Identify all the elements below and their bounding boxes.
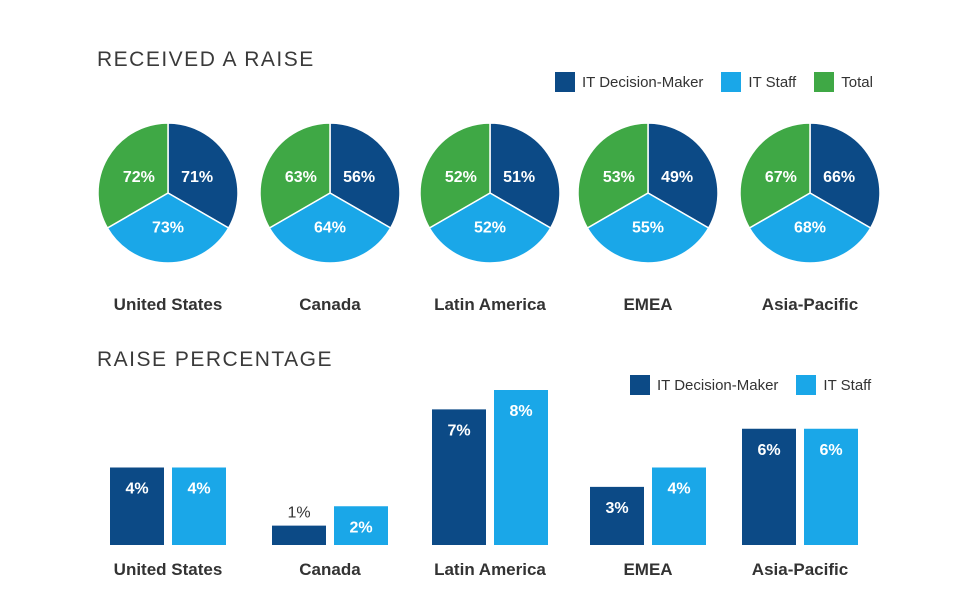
- pie-label-staff: 73%: [152, 220, 184, 237]
- pie-label-staff: 55%: [632, 220, 664, 237]
- bar-decision-maker: [432, 409, 486, 545]
- pie-slice-staff: [106, 192, 230, 264]
- pie-label-staff: 64%: [314, 220, 346, 237]
- pie-label-decision-maker: 49%: [661, 169, 693, 186]
- pie-label-staff: 52%: [474, 220, 506, 237]
- pie-slice-staff: [748, 192, 872, 264]
- pie-slice-total: [97, 122, 169, 230]
- pie-slice-decision-maker: [489, 122, 561, 230]
- bar-region-label: Canada: [299, 560, 361, 579]
- bar-decision-maker: [742, 428, 796, 545]
- pie-slice-staff: [268, 192, 392, 264]
- bar-legend: IT Decision-Maker IT Staff: [630, 375, 871, 395]
- pie-region-label: United States: [114, 295, 223, 314]
- pie-label-decision-maker: 71%: [181, 169, 213, 186]
- pie-legend: IT Decision-Maker IT Staff Total: [555, 72, 873, 92]
- bar-region-label: EMEA: [623, 560, 672, 579]
- pie-region-label: Asia-Pacific: [762, 295, 858, 314]
- bar-label-decision-maker: 1%: [287, 505, 310, 522]
- legend-swatch-staff: [796, 375, 817, 395]
- pie-label-total: 53%: [603, 169, 635, 186]
- legend-label-staff: IT Staff: [748, 73, 797, 91]
- pie-label-total: 67%: [765, 169, 797, 186]
- pie-latin-america: [419, 122, 561, 264]
- pie-slice-staff: [428, 192, 552, 264]
- legend-item-total: Total: [814, 72, 873, 92]
- legend-label-total: Total: [841, 73, 873, 91]
- pie-label-decision-maker: 56%: [343, 169, 375, 186]
- bar-decision-maker: [272, 525, 326, 545]
- pie-region-label: Canada: [299, 295, 361, 314]
- legend-item-decision-maker: IT Decision-Maker: [555, 72, 703, 92]
- legend-label-staff: IT Staff: [823, 376, 872, 394]
- bar-label-decision-maker: 3%: [605, 500, 628, 517]
- received-raise-title: RECEIVED A RAISE: [97, 48, 315, 71]
- legend-swatch-total: [814, 72, 835, 92]
- bar-label-staff: 6%: [819, 442, 842, 459]
- bar-label-decision-maker: 7%: [447, 422, 470, 439]
- bar-staff: [652, 467, 706, 545]
- pie-label-total: 52%: [445, 169, 477, 186]
- pie-emea: [577, 122, 719, 264]
- bar-group-united-states: [110, 467, 226, 545]
- pie-slice-total: [577, 122, 649, 230]
- bar-label-staff: 8%: [509, 403, 532, 420]
- bar-region-label: Latin America: [434, 560, 546, 579]
- pie-united-states: [97, 122, 239, 264]
- raise-percentage-title: RAISE PERCENTAGE: [97, 348, 333, 371]
- bar-group-asia-pacific: [742, 428, 858, 545]
- bar-region-label: Asia-Pacific: [752, 560, 848, 579]
- pie-region-label: Latin America: [434, 295, 546, 314]
- bar-staff: [334, 506, 388, 545]
- bar-staff: [494, 390, 548, 545]
- bar-label-staff: 4%: [667, 481, 690, 498]
- pie-slice-decision-maker: [167, 122, 239, 230]
- bar-label-staff: 2%: [349, 519, 372, 536]
- pie-slice-decision-maker: [809, 122, 881, 230]
- pie-label-decision-maker: 51%: [503, 169, 535, 186]
- pie-slice-total: [259, 122, 331, 230]
- legend-item-staff: IT Staff: [721, 72, 796, 92]
- pie-region-label: EMEA: [623, 295, 672, 314]
- bar-region-label: United States: [114, 560, 223, 579]
- bar-group-latin-america: [432, 390, 548, 545]
- legend-swatch-decision-maker: [555, 72, 575, 92]
- bar-staff: [804, 428, 858, 545]
- legend-label-decision-maker: IT Decision-Maker: [582, 73, 704, 91]
- pie-slice-decision-maker: [329, 122, 401, 230]
- bar-decision-maker: [110, 467, 164, 545]
- bar-staff: [172, 467, 226, 545]
- legend-swatch-decision-maker: [630, 375, 650, 395]
- pie-slice-staff: [586, 192, 710, 264]
- legend-item-decision-maker: IT Decision-Maker: [630, 375, 778, 395]
- legend-swatch-staff: [721, 72, 742, 92]
- pie-canada: [259, 122, 401, 264]
- pie-slice-decision-maker: [647, 122, 719, 230]
- pie-label-total: 63%: [285, 169, 317, 186]
- legend-item-staff: IT Staff: [796, 375, 871, 395]
- bar-label-staff: 4%: [187, 481, 210, 498]
- pie-label-total: 72%: [123, 169, 155, 186]
- pie-label-decision-maker: 66%: [823, 169, 855, 186]
- bar-decision-maker: [590, 486, 644, 545]
- pie-label-staff: 68%: [794, 220, 826, 237]
- pie-slice-total: [739, 122, 811, 230]
- pie-slice-total: [419, 122, 491, 230]
- legend-label-decision-maker: IT Decision-Maker: [657, 376, 779, 394]
- bar-group-emea: [590, 467, 706, 545]
- bar-group-canada: [272, 506, 388, 545]
- bar-label-decision-maker: 6%: [757, 442, 780, 459]
- pie-asia-pacific: [739, 122, 881, 264]
- bar-label-decision-maker: 4%: [125, 481, 148, 498]
